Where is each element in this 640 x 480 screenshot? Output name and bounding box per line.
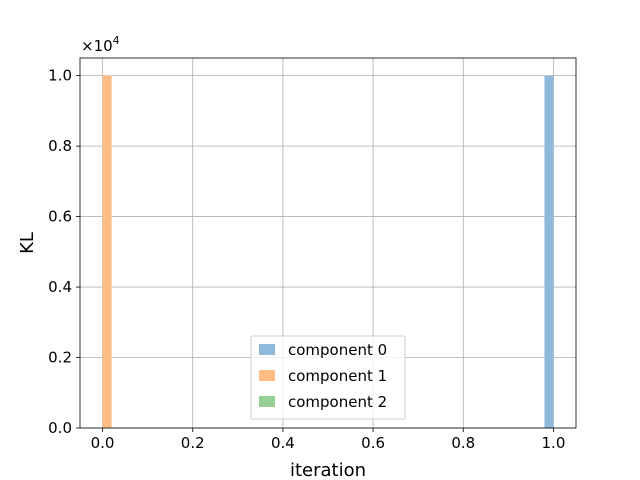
- y-axis-ticks: 0.0 0.2 0.4 0.6 0.8 1.0: [48, 67, 80, 437]
- y-tick-label: 0.8: [48, 137, 72, 155]
- y-axis-label: KL: [17, 232, 38, 254]
- legend: component 0 component 1 component 2: [250, 335, 406, 420]
- legend-swatch: [259, 396, 275, 407]
- y-tick-label: 0.4: [48, 278, 72, 296]
- legend-label: component 2: [288, 393, 387, 411]
- legend-box: [250, 335, 406, 420]
- x-tick-label: 1.0: [542, 434, 566, 452]
- grid-lines: [80, 58, 576, 429]
- plot-frame: [79, 57, 577, 429]
- bar-component-0: [544, 75, 554, 428]
- legend-swatch: [259, 344, 275, 355]
- bar-component-1: [102, 75, 112, 428]
- y-tick-label: 1.0: [48, 67, 72, 85]
- legend-label: component 1: [288, 367, 387, 385]
- x-tick-label: 0.6: [361, 434, 385, 452]
- y-scale-exponent: ×104: [81, 34, 120, 55]
- x-tick-label: 0.4: [271, 434, 295, 452]
- x-tick-label: 0.2: [181, 434, 205, 452]
- y-tick-label: 0.6: [48, 208, 72, 226]
- x-axis-label: iteration: [290, 460, 366, 480]
- y-tick-label: 0.0: [48, 419, 72, 437]
- x-tick-label: 0.8: [451, 434, 475, 452]
- x-axis-ticks: 0.0 0.2 0.4 0.6 0.8 1.0: [91, 428, 566, 452]
- bars: [102, 75, 554, 428]
- y-tick-label: 0.2: [48, 349, 72, 367]
- x-tick-label: 0.0: [91, 434, 115, 452]
- legend-swatch: [259, 370, 275, 381]
- legend-label: component 0: [288, 341, 387, 359]
